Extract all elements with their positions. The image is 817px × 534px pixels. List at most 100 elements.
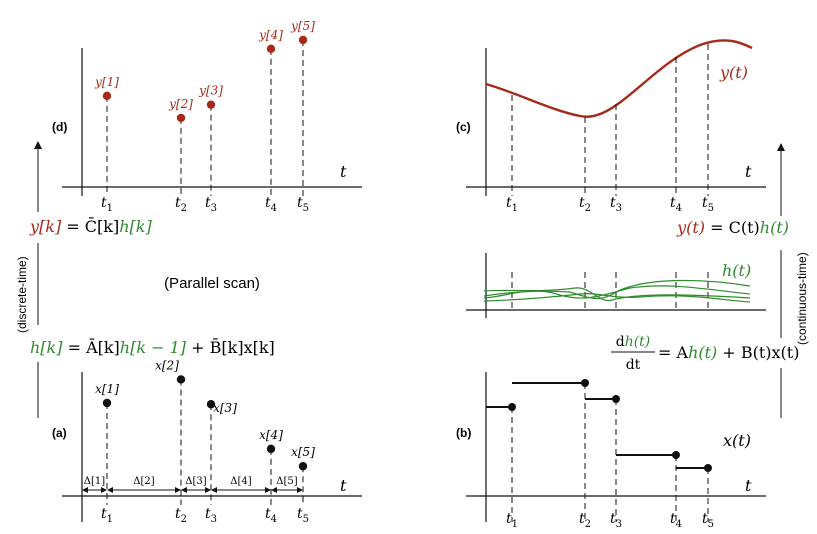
y-sample-label: y[1]: [94, 75, 119, 89]
eq-plus: +: [186, 338, 210, 357]
eq-fraction-denominator: dt: [626, 357, 641, 373]
eq-sign: =: [62, 338, 86, 357]
delta-label: Δ[4]: [230, 476, 251, 487]
panel-c: (c) t y(t) t1 t2 t3 t4 t5: [456, 39, 766, 214]
tick-sub: 5: [708, 203, 714, 214]
eq-h-t: h(t): [760, 218, 789, 237]
y-sample-label: y[4]: [258, 28, 283, 42]
time-tick-label: t4: [265, 195, 277, 214]
eq-h-prev: h[k − 1]: [120, 338, 187, 357]
tick-sub: 1: [107, 203, 113, 214]
time-tick-label: t4: [265, 506, 277, 525]
x-step-dot: [704, 464, 712, 472]
panel-d: (d) t y[1]y[2]y[3]y[4]y[5] t1 t2 t3 t4 t5: [52, 19, 362, 214]
tick-sub: 3: [211, 203, 217, 214]
eq-h-k: h[k]: [119, 217, 152, 236]
tick-sub: 3: [616, 203, 622, 214]
tick-sub: 4: [676, 203, 682, 214]
tick-base: t: [579, 195, 585, 211]
eq-num-d: d: [616, 334, 625, 350]
y-sample-dot: [298, 35, 308, 45]
delta-label: Δ[3]: [185, 476, 206, 487]
x-t-label: x(t): [723, 431, 751, 450]
panel-b-dashes: [511, 383, 709, 522]
tick-sub: 5: [303, 203, 309, 214]
time-tick-label: t3: [610, 511, 622, 530]
panel-d-label: (d): [52, 120, 67, 134]
continuous-time-column: (continuous-time) y(t) = C(t)h(t) dh(t) …: [611, 143, 809, 418]
panel-d-stems: y[1] y[2] y[3] y[4] y[5]: [94, 19, 315, 196]
eq-c-t: C(t): [729, 218, 760, 237]
eq-discrete-state: h[k] = Ā[k]h[k − 1] + B̄[k]x[k]: [30, 336, 275, 357]
tick-sub: 2: [181, 514, 187, 525]
tick-base: t: [610, 511, 616, 527]
y-sample-label: y[2]: [168, 97, 193, 111]
tick-base: t: [670, 195, 676, 211]
x-sample-dot: [176, 375, 186, 384]
y-sample-dot: [176, 113, 186, 123]
tick-base: t: [506, 195, 512, 211]
time-tick-label: t1: [506, 195, 518, 214]
h-curve: [483, 293, 751, 303]
eq-discrete-output: y[k] = C̄[k]h[k]: [29, 215, 152, 236]
tick-sub: 1: [512, 519, 518, 530]
eq-y-t: y(t): [676, 218, 705, 237]
time-tick-label: t1: [101, 195, 113, 214]
panel-a-deltas: Δ[1] Δ[2] Δ[3] Δ[4] Δ[5]: [82, 476, 303, 493]
panel-a-time-ticks: t1 t2 t3 t4 t5: [101, 506, 309, 525]
x-sample-dot: [298, 462, 308, 471]
time-tick-label: t2: [175, 506, 187, 525]
h-t-label: h(t): [722, 261, 751, 280]
delta-label: Δ[1]: [84, 476, 105, 487]
x-sample-label: x[4]: [259, 428, 283, 442]
delta-label: Δ[5]: [276, 476, 297, 487]
x-sample-label: x[1]: [95, 382, 119, 396]
eq-continuous-state: dh(t) dt = Ah(t) + B(t)x(t): [611, 334, 799, 373]
tick-base: t: [579, 511, 585, 527]
tick-sub: 3: [211, 514, 217, 525]
eq-a-bar: Ā[k]: [85, 337, 120, 357]
eq-b-bar-x: B̄[k]x[k]: [210, 336, 275, 357]
tick-sub: 2: [585, 519, 591, 530]
discrete-time-label: (discrete-time): [15, 256, 29, 333]
time-tick-label: t1: [506, 511, 518, 530]
tick-base: t: [265, 195, 271, 211]
tick-sub: 2: [585, 203, 591, 214]
tick-base: t: [205, 506, 211, 522]
panel-h-dashes: [511, 272, 709, 310]
eq-num-h: h(t): [625, 334, 651, 350]
tick-base: t: [670, 511, 676, 527]
panel-c-dashes: [511, 44, 709, 196]
eq-a: A: [676, 343, 689, 362]
panel-b-time-ticks: t1 t2 t3 t4 t5: [506, 511, 714, 530]
eq-fraction-numerator: dh(t): [616, 334, 651, 350]
panel-b: (b) t x(t) t1 t2 t3 t4 t5: [456, 372, 766, 530]
tick-sub: 4: [271, 514, 277, 525]
y-sample-dot: [266, 44, 276, 54]
tick-base: t: [205, 195, 211, 211]
panel-a-stems: x[1] x[2] x[3] x[4] x[5]: [95, 358, 315, 505]
x-sample-label: x[2]: [155, 358, 179, 372]
panel-d-axis-var: t: [340, 162, 347, 181]
x-step-dot: [581, 379, 589, 387]
eq-sign: =: [61, 217, 85, 236]
time-tick-label: t2: [579, 195, 591, 214]
panel-d-time-ticks: t1 t2 t3 t4 t5: [101, 195, 309, 214]
eq-sign: =: [705, 218, 729, 237]
panel-b-label: (b): [456, 426, 471, 440]
eq-y-k: y[k]: [29, 217, 62, 236]
tick-base: t: [297, 195, 303, 211]
tick-base: t: [702, 511, 708, 527]
h-curve: [483, 287, 751, 302]
x-sample-label: x[5]: [291, 445, 315, 459]
y-sample-dot: [102, 91, 112, 101]
tick-base: t: [297, 506, 303, 522]
time-tick-label: t3: [610, 195, 622, 214]
tick-base: t: [610, 195, 616, 211]
panel-c-time-ticks: t1 t2 t3 t4 t5: [506, 195, 714, 214]
time-tick-label: t2: [175, 195, 187, 214]
tick-base: t: [175, 506, 181, 522]
x-step-dot: [612, 395, 620, 403]
tick-sub: 4: [271, 203, 277, 214]
